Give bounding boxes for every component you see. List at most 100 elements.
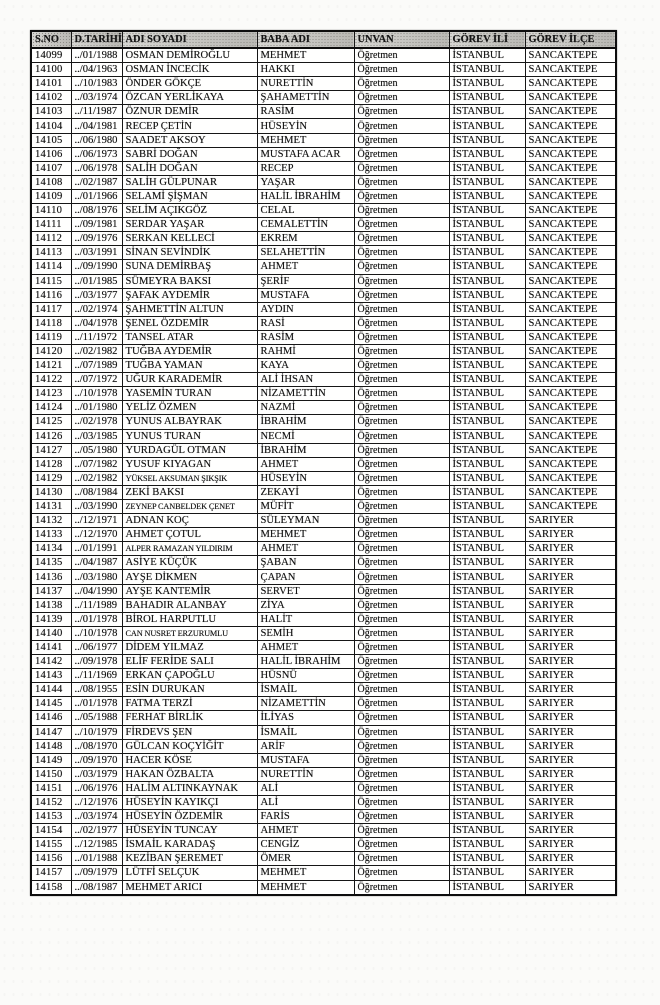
cell-gorev-ilce: SANCAKTEPE	[524, 47, 617, 64]
cell-gorev-ili: İSTANBUL	[448, 569, 526, 585]
cell-dtarihi: ../12/1971	[70, 513, 123, 529]
table-row: 14106 ../06/1973 SABRİ DOĞAN MUSTAFA ACAR Öğ…	[30, 146, 617, 162]
cell-dtarihi: ../03/1991	[70, 245, 123, 261]
cell-gorev-ilce: SANCAKTEPE	[524, 498, 617, 515]
cell-sno: 14130	[30, 484, 72, 501]
table-row: 14116 ../03/1977 ŞAFAK AYDEMİR MUSTAFA Öğret…	[30, 287, 617, 303]
cell-unvan: Öğretmen	[353, 428, 450, 444]
cell-gorev-ilce: SANCAKTEPE	[524, 203, 617, 219]
cell-baba-adi: İSMAİL	[256, 724, 355, 740]
cell-gorev-ili: İSTANBUL	[448, 865, 526, 881]
cell-sno: 14136	[30, 569, 72, 585]
cell-baba-adi: İBRAHİM	[256, 414, 355, 430]
cell-dtarihi: ../06/1978	[70, 160, 123, 176]
table-row: 14113 ../03/1991 SİNAN SEVİNDİK SELAHETTİN Ö…	[30, 245, 617, 261]
cell-gorev-ili: İSTANBUL	[448, 498, 526, 515]
cell-sno: 14127	[30, 442, 72, 458]
cell-sno: 14142	[30, 654, 72, 670]
cell-sno: 14113	[30, 245, 72, 261]
cell-dtarihi: ../08/1970	[70, 738, 123, 754]
column-header-adi-soyadi: ADI SOYADI	[121, 30, 258, 49]
cell-gorev-ili: İSTANBUL	[448, 837, 526, 853]
table-row: 14148 ../08/1970 GÜLCAN KOÇYİĞİT ARİF Öğretm…	[30, 738, 617, 754]
cell-unvan: Öğretmen	[353, 160, 450, 176]
cell-sno: 14152	[30, 794, 72, 811]
cell-unvan: Öğretmen	[353, 273, 450, 289]
cell-adi-soyadi: YURDAGÜL OTMAN	[121, 442, 258, 458]
cell-baba-adi: YAŞAR	[256, 174, 355, 190]
cell-dtarihi: ../10/1983	[70, 76, 123, 92]
cell-unvan: Öğretmen	[353, 851, 450, 867]
cell-sno: 14129	[30, 470, 72, 486]
table-row: 14105 ../06/1980 SAADET AKSOY MEHMET Öğretme…	[30, 132, 617, 148]
cell-adi-soyadi: TUĞBA YAMAN	[121, 358, 258, 374]
cell-sno: 14118	[30, 315, 72, 331]
cell-gorev-ili: İSTANBUL	[448, 343, 526, 360]
cell-unvan: Öğretmen	[353, 724, 450, 740]
cell-unvan: Öğretmen	[353, 654, 450, 670]
cell-unvan: Öğretmen	[353, 639, 450, 656]
cell-gorev-ilce: SANCAKTEPE	[524, 428, 617, 444]
cell-unvan: Öğretmen	[353, 188, 450, 205]
cell-dtarihi: ../09/1990	[70, 259, 123, 275]
table-row: 14112 ../09/1976 SERKAN KELLECİ EKREM Öğretm…	[30, 231, 617, 247]
cell-gorev-ili: İSTANBUL	[448, 682, 526, 698]
cell-unvan: Öğretmen	[353, 696, 450, 712]
cell-gorev-ilce: SANCAKTEPE	[524, 400, 617, 416]
cell-baba-adi: RASİ	[256, 315, 355, 331]
cell-gorev-ili: İSTANBUL	[448, 428, 526, 444]
cell-sno: 14100	[30, 62, 72, 78]
cell-sno: 14116	[30, 287, 72, 303]
cell-sno: 14128	[30, 456, 72, 472]
cell-gorev-ilce: SANCAKTEPE	[524, 245, 617, 261]
table-row: 14101 ../10/1983 ÖNDER GÖKÇE NURETTİN Öğretm…	[30, 76, 617, 92]
cell-gorev-ili: İSTANBUL	[448, 738, 526, 754]
cell-gorev-ilce: SANCAKTEPE	[524, 146, 617, 162]
cell-dtarihi: ../06/1976	[70, 780, 123, 796]
cell-gorev-ilce: SARIYER	[524, 724, 617, 740]
cell-baba-adi: HALİL İBRAHİM	[256, 654, 355, 670]
cell-gorev-ilce: SARIYER	[524, 837, 617, 853]
cell-baba-adi: RECEP	[256, 160, 355, 176]
cell-baba-adi: SÜLEYMAN	[256, 513, 355, 529]
cell-gorev-ilce: SARIYER	[524, 851, 617, 867]
cell-adi-soyadi: GÜLCAN KOÇYİĞİT	[121, 738, 258, 754]
cell-unvan: Öğretmen	[353, 315, 450, 331]
cell-baba-adi: RASİM	[256, 329, 355, 345]
cell-adi-soyadi: ZEKİ BAKSI	[121, 484, 258, 501]
cell-gorev-ili: İSTANBUL	[448, 315, 526, 331]
cell-adi-soyadi: ÖNDER GÖKÇE	[121, 76, 258, 92]
cell-adi-soyadi: SERKAN KELLECİ	[121, 231, 258, 247]
cell-unvan: Öğretmen	[353, 766, 450, 782]
table-row: 14139 ../01/1978 BİROL HARPUTLU HALİT Öğretm…	[30, 611, 617, 627]
cell-gorev-ili: İSTANBUL	[448, 484, 526, 501]
table-row: 14140 ../10/1978 CAN NUSRET ERZURUMLU SEMİH…	[30, 625, 617, 641]
cell-baba-adi: MEHMET	[256, 527, 355, 543]
cell-sno: 14099	[30, 47, 72, 64]
cell-sno: 14143	[30, 668, 72, 684]
cell-adi-soyadi: SALİH DOĞAN	[121, 160, 258, 176]
cell-baba-adi: HAKKI	[256, 62, 355, 78]
cell-unvan: Öğretmen	[353, 329, 450, 345]
cell-gorev-ilce: SARIYER	[524, 766, 617, 782]
cell-gorev-ili: İSTANBUL	[448, 710, 526, 726]
cell-unvan: Öğretmen	[353, 343, 450, 360]
cell-baba-adi: İBRAHİM	[256, 442, 355, 458]
cell-dtarihi: ../09/1979	[70, 865, 123, 881]
cell-unvan: Öğretmen	[353, 414, 450, 430]
cell-gorev-ili: İSTANBUL	[448, 90, 526, 106]
table-row: 14099 ../01/1988 OSMAN DEMİROĞLU MEHMET Öğre…	[30, 47, 617, 64]
column-header-dtarihi: D.TARİHİ	[70, 30, 123, 49]
cell-gorev-ili: İSTANBUL	[448, 76, 526, 92]
cell-adi-soyadi: LÜTFİ SELÇUK	[121, 865, 258, 881]
cell-sno: 14121	[30, 358, 72, 374]
cell-dtarihi: ../05/1980	[70, 442, 123, 458]
cell-adi-soyadi: İSMAİL KARADAŞ	[121, 837, 258, 853]
table-row: 14115 ../01/1985 SÜMEYRA BAKSI ŞERİF Öğretme…	[30, 273, 617, 289]
table-row: 14150 ../03/1979 HAKAN ÖZBALTA NURETTİN Öğre…	[30, 766, 617, 782]
table-row: 14149 ../09/1970 HACER KÖSE MUSTAFA Öğretmen…	[30, 752, 617, 768]
cell-gorev-ilce: SANCAKTEPE	[524, 484, 617, 501]
cell-baba-adi: HÜSEYİN	[256, 118, 355, 134]
table-row: 14128 ../07/1982 YUSUF KIYAGAN AHMET Öğretme…	[30, 456, 617, 472]
